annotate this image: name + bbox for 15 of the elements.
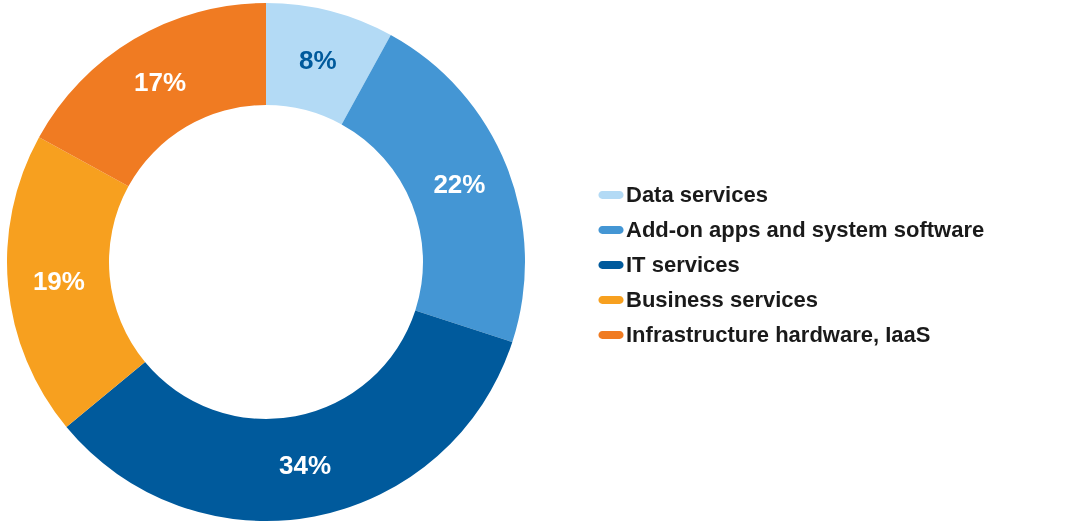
data-label: 8% [298, 44, 337, 75]
donut-slice [266, 3, 391, 125]
legend-label: Add-on apps and system software [626, 217, 985, 242]
donut-slice [341, 35, 525, 343]
legend-label: Business services [626, 287, 819, 312]
data-label: 17% [134, 66, 187, 97]
donut-slice [66, 310, 513, 521]
legend-label: Infrastructure hardware, IaaS [626, 322, 931, 347]
data-label: 19% [32, 265, 85, 296]
data-label: 22% [433, 169, 486, 200]
donut-slice [39, 3, 266, 187]
data-label: 34% [278, 450, 331, 481]
donut-slice [7, 137, 146, 428]
legend-label: IT services [626, 252, 740, 277]
legend-label: Data services [626, 182, 768, 207]
